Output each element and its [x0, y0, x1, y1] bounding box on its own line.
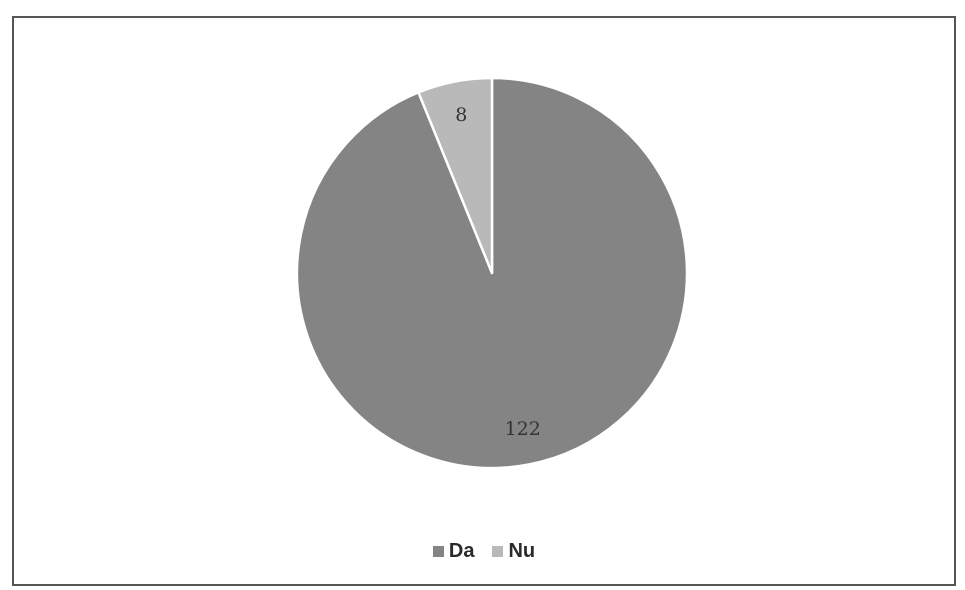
chart-frame: 122 8 Da Nu: [12, 16, 956, 586]
data-label-da: 122: [505, 418, 541, 440]
legend-label-nu: Nu: [508, 540, 536, 562]
legend-swatch-da: [432, 546, 444, 557]
legend-label-da: Da: [448, 540, 475, 562]
data-label-nu: 8: [455, 104, 467, 126]
legend-item-nu: Nu: [492, 540, 535, 563]
pie-slice-nu: [417, 76, 494, 275]
pie-chart: 122 8: [295, 76, 689, 470]
legend-item-da: Da: [432, 540, 475, 563]
legend-swatch-nu: [492, 546, 504, 557]
chart-legend: Da Nu: [14, 540, 954, 563]
page-header-strip: [0, 0, 965, 12]
